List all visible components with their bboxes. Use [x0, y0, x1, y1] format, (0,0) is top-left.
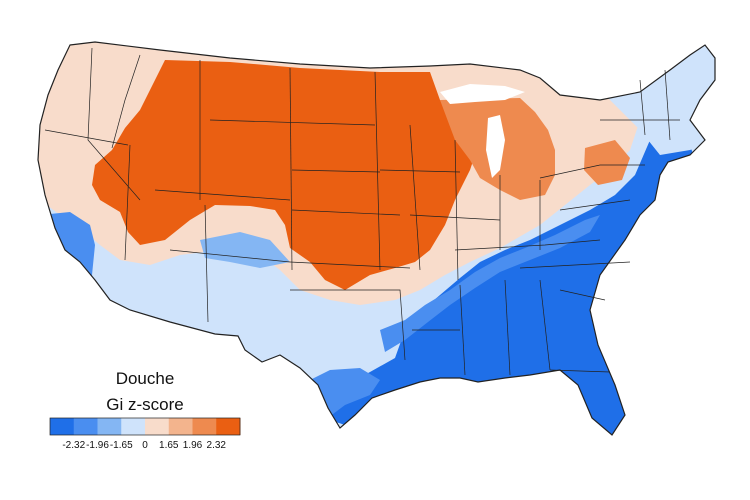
- state-border: [639, 79, 646, 136]
- state-border: [44, 129, 129, 146]
- state-border: [559, 199, 631, 211]
- legend-swatch: [73, 418, 98, 435]
- deep-orange-region: [92, 60, 480, 290]
- state-border: [289, 261, 411, 269]
- state-border: [379, 169, 461, 173]
- state-border: [111, 54, 141, 149]
- legend-ticks: -2.32 -1.96 -1.65 0 1.65 1.96 2.32: [62, 440, 226, 451]
- state-border: [459, 284, 466, 376]
- state-border: [87, 47, 141, 201]
- state-border: [169, 249, 291, 263]
- legend-tick-label: 1.65: [159, 440, 179, 451]
- california-blue-region: [40, 212, 98, 300]
- legend-tick-label: 1.96: [183, 440, 203, 451]
- legend-tick-label: 0: [142, 440, 148, 451]
- state-border: [519, 261, 631, 269]
- map-title: Douche: [116, 369, 175, 388]
- state-border: [374, 71, 381, 271]
- legend-tick-label: -1.65: [110, 440, 133, 451]
- legend-tick-label: -1.96: [86, 440, 109, 451]
- state-border: [154, 189, 291, 201]
- legend-tick-label: 2.32: [207, 440, 227, 451]
- state-border: [504, 279, 511, 376]
- legend-swatch: [168, 418, 193, 435]
- state-border: [539, 279, 551, 371]
- legend-frame: [49, 417, 241, 436]
- legend-swatch: [145, 418, 170, 435]
- legend: Douche Gi z-score -2.32 -1.96 -1.65 0 1.65 1.…: [49, 369, 241, 451]
- pennsylvania-orange-region: [584, 140, 630, 185]
- legend-swatch: [216, 418, 241, 435]
- legend-swatches: [50, 418, 241, 435]
- legend-swatch: [97, 418, 122, 435]
- southeast-transition-region: [380, 215, 600, 352]
- state-border: [204, 204, 209, 323]
- state-borders: [44, 47, 680, 376]
- state-border: [409, 214, 501, 221]
- legend-tick-label: -2.32: [62, 440, 85, 451]
- legend-swatch: [121, 418, 146, 435]
- state-border: [290, 289, 406, 361]
- lake-michigan: [486, 115, 505, 178]
- state-border: [291, 209, 401, 216]
- state-border: [291, 169, 381, 173]
- colorado-blue-region: [200, 232, 290, 268]
- southeast-blue-region: [318, 140, 700, 435]
- state-border: [209, 119, 376, 126]
- state-border: [409, 124, 421, 271]
- state-border: [539, 164, 645, 179]
- state-border: [454, 139, 459, 281]
- state-border: [559, 289, 606, 301]
- legend-swatch: [192, 418, 217, 435]
- lake-superior: [440, 84, 525, 104]
- state-border: [124, 144, 131, 261]
- legend-swatch: [50, 418, 75, 435]
- state-border: [549, 369, 611, 373]
- state-border: [454, 239, 601, 251]
- state-border: [289, 67, 293, 271]
- map-subtitle: Gi z-score: [106, 395, 183, 414]
- great-lakes: [440, 84, 525, 178]
- state-border: [664, 69, 671, 141]
